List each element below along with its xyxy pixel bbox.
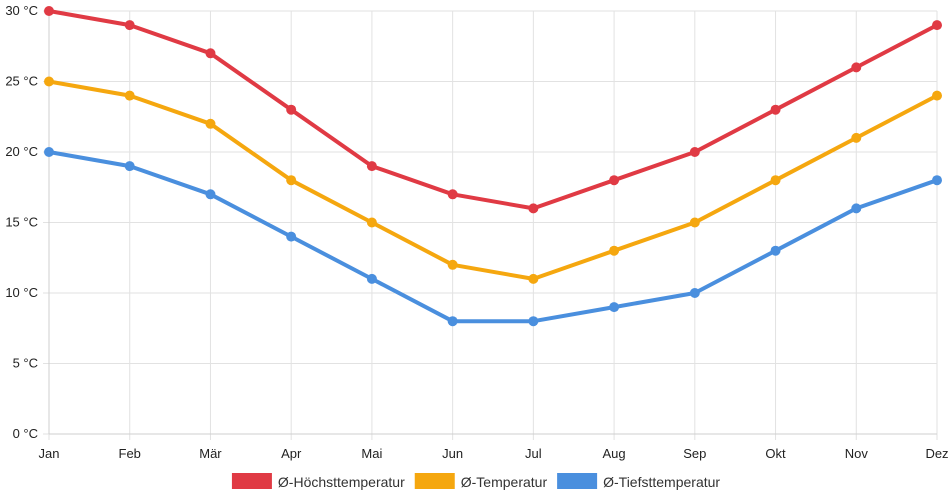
- y-tick-label: 10 °C: [5, 285, 38, 300]
- data-point[interactable]: [124, 161, 135, 172]
- data-point[interactable]: [609, 175, 620, 186]
- legend-item-3[interactable]: Ø-Tiefsttemperatur: [557, 473, 720, 490]
- x-tick-label-sep: Sep: [683, 446, 706, 461]
- data-point[interactable]: [286, 175, 297, 186]
- data-point[interactable]: [689, 147, 700, 157]
- series-1: [44, 6, 942, 214]
- y-tick-label: 25 °C: [5, 74, 38, 89]
- data-point[interactable]: [205, 118, 216, 129]
- data-point[interactable]: [44, 6, 54, 16]
- y-tick-label: 15 °C: [5, 215, 38, 230]
- legend-label: Ø-Höchsttemperatur: [278, 474, 405, 490]
- series-line: [47, 150, 939, 324]
- data-point[interactable]: [205, 189, 216, 200]
- y-tick-label: 0 °C: [13, 426, 38, 441]
- legend-item-2[interactable]: Ø-Temperatur: [414, 473, 548, 490]
- y-tick-label: 30 °C: [5, 3, 38, 18]
- series-3: [44, 147, 942, 327]
- axes: 0 °C 5 °C 10 °C 15 °C 20 °C 25 °C 30 °C Jan Feb M…: [5, 3, 948, 461]
- legend-swatch: [557, 473, 598, 489]
- data-point[interactable]: [770, 104, 781, 115]
- data-point[interactable]: [447, 259, 458, 270]
- x-tick-label-apr: Apr: [281, 446, 302, 461]
- series-2: [44, 76, 942, 284]
- data-point[interactable]: [689, 288, 700, 298]
- data-point[interactable]: [932, 90, 942, 101]
- data-point[interactable]: [124, 20, 135, 31]
- data-point[interactable]: [447, 189, 458, 200]
- x-tick-label-jan: Jan: [39, 446, 60, 461]
- y-tick-label: 20 °C: [5, 144, 38, 159]
- x-tick-label-dez: Dez: [925, 446, 948, 461]
- data-point[interactable]: [286, 104, 297, 115]
- data-point[interactable]: [447, 316, 458, 327]
- legend-label: Ø-Tiefsttemperatur: [603, 474, 720, 490]
- data-point[interactable]: [528, 316, 539, 327]
- x-tick-label-nov: Nov: [845, 446, 869, 461]
- series-line: [47, 9, 939, 211]
- data-point[interactable]: [366, 161, 377, 172]
- series-lines: [44, 6, 942, 327]
- data-point[interactable]: [286, 231, 297, 242]
- data-point[interactable]: [44, 76, 54, 87]
- data-point[interactable]: [609, 245, 620, 256]
- series-line: [47, 79, 939, 281]
- grid: [43, 10, 938, 440]
- x-tick-label-jul: Jul: [525, 446, 542, 461]
- data-point[interactable]: [689, 217, 700, 228]
- x-tick-label-jun: Jun: [442, 446, 463, 461]
- data-point[interactable]: [366, 217, 377, 228]
- data-point[interactable]: [770, 175, 781, 186]
- legend-swatch: [414, 473, 455, 489]
- legend[interactable]: Ø-Höchsttemperatur Ø-Temperatur Ø-Tiefstte…: [231, 473, 720, 490]
- y-tick-label: 5 °C: [13, 356, 38, 371]
- legend-item-1[interactable]: Ø-Höchsttemperatur: [231, 473, 405, 490]
- x-tick-label-mär: Mär: [199, 446, 222, 461]
- x-tick-label-feb: Feb: [119, 446, 141, 461]
- data-point[interactable]: [44, 147, 54, 157]
- data-point[interactable]: [932, 175, 942, 186]
- data-point[interactable]: [851, 203, 862, 214]
- legend-swatch: [231, 473, 272, 489]
- data-point[interactable]: [205, 48, 216, 59]
- data-point[interactable]: [528, 203, 539, 214]
- legend-label: Ø-Temperatur: [461, 474, 548, 490]
- data-point[interactable]: [932, 20, 942, 31]
- data-point[interactable]: [366, 273, 377, 284]
- data-point[interactable]: [770, 245, 781, 256]
- x-tick-label-aug: Aug: [603, 446, 626, 461]
- data-point[interactable]: [851, 62, 862, 73]
- data-point[interactable]: [528, 273, 539, 284]
- x-tick-label-okt: Okt: [765, 446, 786, 461]
- data-point[interactable]: [124, 90, 135, 101]
- x-tick-label-mai: Mai: [361, 446, 382, 461]
- data-point[interactable]: [609, 302, 620, 313]
- data-point[interactable]: [851, 132, 862, 143]
